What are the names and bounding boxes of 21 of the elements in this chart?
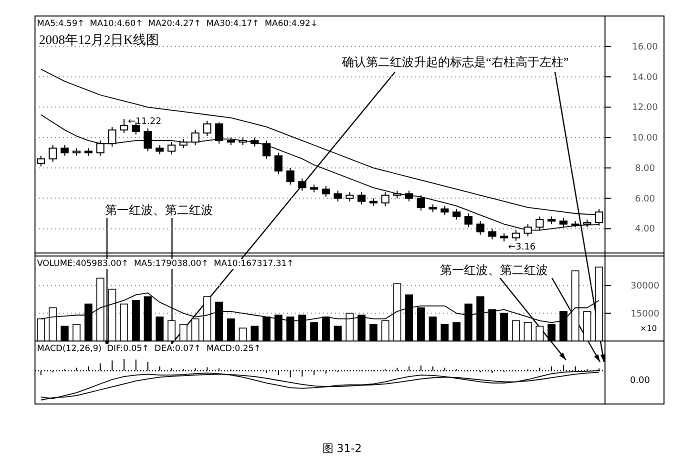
y-tick-label: 4.00	[634, 224, 656, 235]
text: ×10	[640, 324, 657, 333]
y-tick-label: 15000	[630, 309, 660, 320]
y-tick-label: 30000	[630, 282, 660, 292]
text: 2008年12月2日K线图	[39, 32, 159, 47]
y-tick-label: 16.00	[632, 42, 658, 52]
annotation: 确认第二红波升起的标志是“右柱高于左柱”	[341, 55, 569, 69]
annotation: ←11.22	[128, 117, 162, 127]
chart-subtitle: VOLUME:405983.00↑ MA5:179038.00↑ MA10:167317.31↑	[37, 259, 294, 269]
annotation: ←3.16	[508, 242, 536, 252]
annotation: 第一红波、第二红波	[105, 203, 213, 217]
y-tick-label: 12.00	[632, 103, 658, 114]
chart-subtitle: MA5:4.59↑ MA10:4.60↑ MA20:4.27↑ MA30:4.17↑ MA60:4.92↓	[37, 19, 318, 29]
y-tick-label: 6.00	[634, 194, 656, 204]
y-tick-label: 14.00	[632, 72, 658, 83]
text: 0.00	[630, 376, 650, 386]
caption: 图 31-2	[322, 442, 362, 455]
annotation: 第一红波、第二红波	[440, 263, 548, 277]
y-tick-label: 10.00	[632, 134, 658, 144]
chart-subtitle: MACD(12,26,9) DIF:0.05↑ DEA:0.07↑ MACD:0.25↑	[37, 344, 261, 354]
y-tick-label: 8.00	[634, 164, 656, 174]
